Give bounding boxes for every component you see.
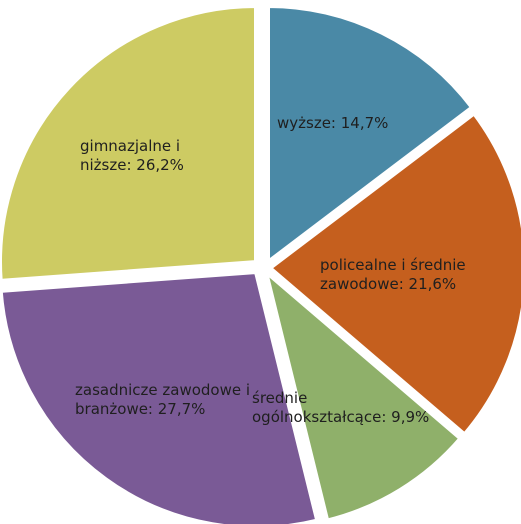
pie-slice-gimnazjalne-nizsze (0, 4, 258, 283)
pie-data-labels: wyższe: 14,7% policealne i średnie zawodow… (75, 114, 466, 426)
pie-slice-wyzsze (266, 4, 475, 264)
pie-slice-zasadnicze-zawodowe-branzowe (0, 270, 320, 524)
data-label-line: średnie (252, 389, 307, 407)
data-label-line: zawodowe: 21,6% (320, 275, 456, 293)
data-label-line: policealne i średnie (320, 256, 466, 274)
data-label-zasadnicze-zawodowe-branzowe: zasadnicze zawodowe i branżowe: 27,7% (75, 381, 250, 418)
data-label-line: wyższe: 14,7% (277, 114, 388, 132)
data-label-line: ogólnokształcące: 9,9% (252, 408, 429, 426)
data-label-policealne-srednie-zawodowe: policealne i średnie zawodowe: 21,6% (320, 256, 466, 293)
data-label-gimnazjalne-nizsze: gimnazjalne i niższe: 26,2% (80, 137, 184, 174)
pie-slice-policealne-srednie-zawodowe (268, 111, 521, 437)
data-label-srednie-ogolnoksztalcace: średnie ogólnokształcące: 9,9% (252, 389, 429, 426)
pie-slices (0, 4, 521, 524)
data-label-line: niższe: 26,2% (80, 156, 184, 174)
data-label-line: gimnazjalne i (80, 137, 180, 155)
data-label-line: zasadnicze zawodowe i (75, 381, 250, 399)
pie-slice-srednie-ogolnoksztalcace (264, 270, 463, 523)
data-label-wyzsze: wyższe: 14,7% (277, 114, 388, 132)
data-label-line: branżowe: 27,7% (75, 400, 205, 418)
